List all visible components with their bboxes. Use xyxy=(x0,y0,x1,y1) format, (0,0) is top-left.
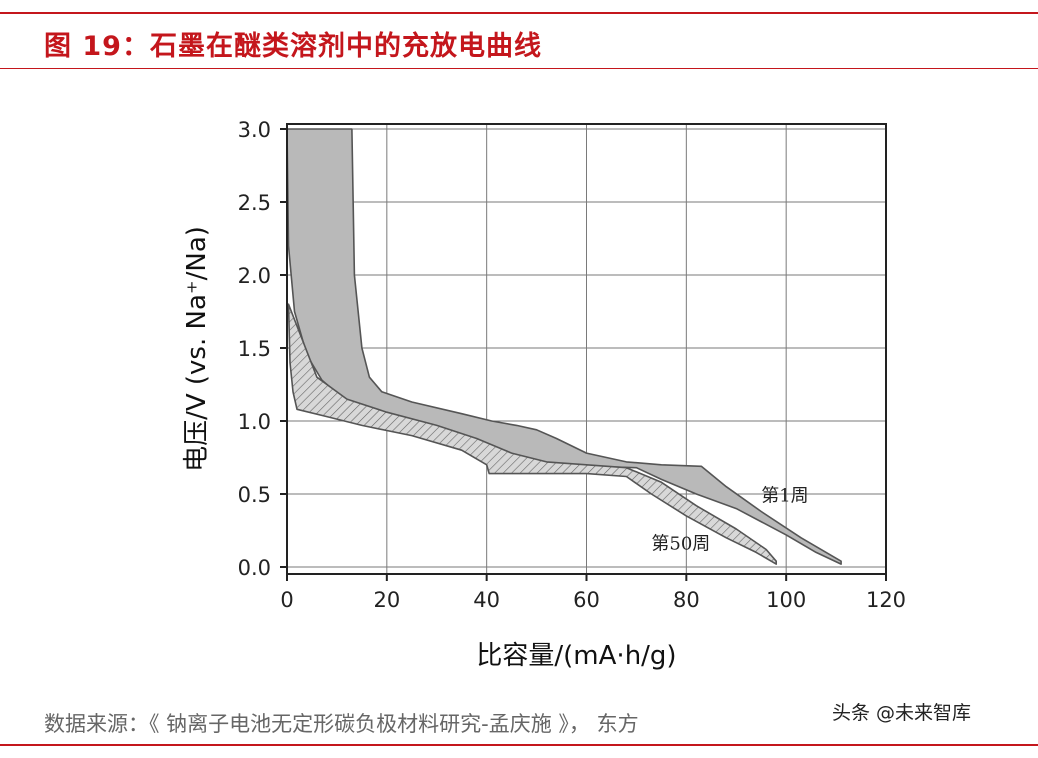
series-2-area xyxy=(287,303,777,565)
y-tick-label: 0.0 xyxy=(238,556,271,580)
x-tick-label: 80 xyxy=(673,588,700,612)
annotation-label: 第1周 xyxy=(761,485,808,506)
x-axis-title: 比容量/(mA·h/g) xyxy=(476,641,676,671)
title-rule xyxy=(0,68,1038,69)
y-tick-label: 1.5 xyxy=(238,337,271,361)
watermark: 头条 @未来智库 xyxy=(828,696,976,727)
series-1-area xyxy=(286,128,842,565)
charge-discharge-chart: 0 20 40 60 80 100 120 0.0 0.5 1.0 1.5 2.0 2.5 3.0 电压/… xyxy=(182,118,906,671)
y-tick-label: 2.0 xyxy=(238,264,271,288)
top-rule xyxy=(0,12,1038,14)
figure-title: 图 19：石墨在醚类溶剂中的充放电曲线 xyxy=(44,31,542,62)
x-tick-label: 0 xyxy=(280,588,293,612)
bottom-rule xyxy=(0,744,1038,746)
y-tick-label: 1.0 xyxy=(238,410,271,434)
y-tick-label: 3.0 xyxy=(238,118,271,142)
y-axis-title: 电压/V (vs. Na⁺/Na) xyxy=(182,226,212,472)
data-source: 数据来源：《 钠离子电池无定形碳负极材料研究-孟庆施 》， 东方 xyxy=(44,712,639,736)
annotation-label: 第50周 xyxy=(651,533,710,554)
x-tick-label: 20 xyxy=(373,588,400,612)
x-tick-label: 60 xyxy=(573,588,600,612)
x-tick-label: 120 xyxy=(866,588,906,612)
y-tick-label: 2.5 xyxy=(238,191,271,215)
x-tick-label: 40 xyxy=(473,588,500,612)
x-tick-label: 100 xyxy=(766,588,806,612)
y-tick-label: 0.5 xyxy=(238,483,271,507)
